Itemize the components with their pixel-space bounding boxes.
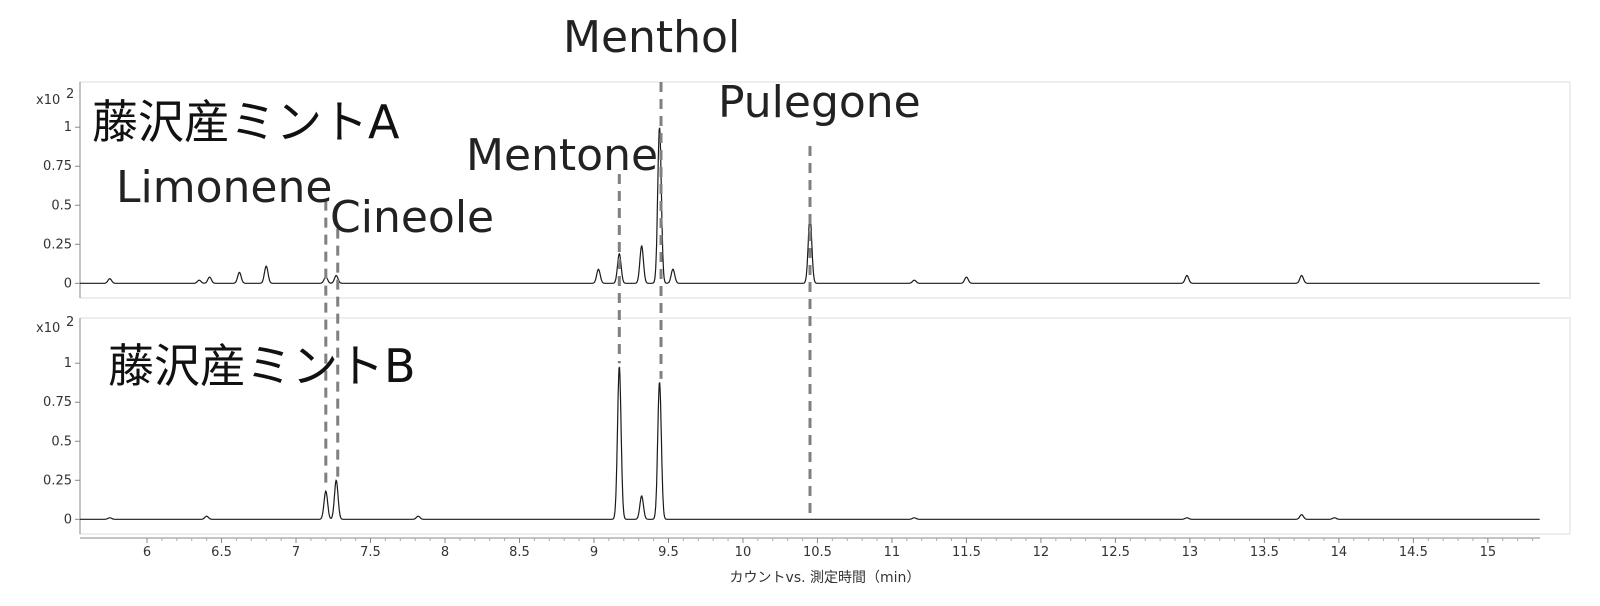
x-tick-label: 13.5: [1250, 545, 1279, 560]
y-tick-label: 1: [64, 120, 72, 135]
x-tick-label: 12: [1033, 545, 1050, 560]
y-tick-label: 0.5: [51, 198, 72, 213]
panel-a-y-multiplier: x10: [36, 93, 60, 108]
x-tick-label: 12.5: [1101, 545, 1130, 560]
annotation-label-cineole: Cineole: [330, 192, 494, 243]
panel-b-frame: [79, 317, 1571, 535]
x-tick-label: 14.5: [1399, 545, 1428, 560]
x-tick-label: 11.5: [952, 545, 981, 560]
x-tick-label: 14: [1331, 545, 1348, 560]
y-tick-label: 0.75: [43, 159, 72, 174]
annotation-label-pulegone: Pulegone: [718, 77, 921, 128]
panel-a-title: 藤沢産ミントA: [92, 95, 400, 149]
x-tick-label: 15: [1480, 545, 1497, 560]
x-tick-label: 9: [590, 545, 598, 560]
panel-a-y-exponent: 2: [66, 87, 74, 102]
y-tick-label: 0.5: [51, 434, 72, 449]
x-tick-label: 6.5: [211, 545, 232, 560]
panel-b-y-exponent: 2: [66, 315, 74, 330]
y-tick-label: 1: [64, 356, 72, 371]
x-tick-label: 7.5: [360, 545, 381, 560]
panel-a-frame: [79, 81, 1571, 299]
panel-b-title: 藤沢産ミントB: [108, 339, 416, 393]
x-tick-label: 11: [884, 545, 901, 560]
x-tick-label: 13: [1182, 545, 1199, 560]
x-tick-label: 8.5: [509, 545, 530, 560]
y-tick-label: 0.25: [43, 237, 72, 252]
x-tick-label: 8: [441, 545, 449, 560]
x-tick-label: 6: [143, 545, 151, 560]
y-tick-label: 0.25: [43, 473, 72, 488]
y-tick-label: 0.75: [43, 395, 72, 410]
x-axis-label: カウントvs. 測定時間（min）: [730, 570, 921, 586]
x-tick-label: 10: [735, 545, 752, 560]
y-tick-label: 0: [64, 276, 72, 291]
panel-b-y-multiplier: x10: [36, 321, 60, 336]
x-tick-label: 7: [292, 545, 300, 560]
chromatogram-trace-b: [80, 366, 1540, 520]
annotation-label-menthol: Menthol: [563, 12, 740, 63]
annotation-label-limonene: Limonene: [116, 162, 332, 213]
y-tick-label: 0: [64, 512, 72, 527]
x-tick-label: 10.5: [803, 545, 832, 560]
annotation-label-mentone: Mentone: [466, 130, 658, 181]
x-tick-label: 9.5: [658, 545, 679, 560]
